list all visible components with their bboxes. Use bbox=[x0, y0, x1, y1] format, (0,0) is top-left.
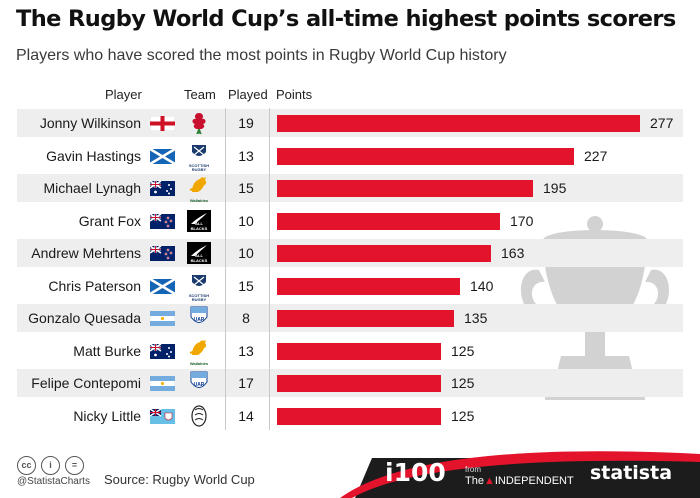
independent-logo: The▲INDEPENDENT bbox=[465, 475, 574, 487]
wallabies-text: Wallabies bbox=[189, 198, 209, 203]
team-logo-argentina-icon: UAR bbox=[186, 371, 212, 395]
flag-argentina-icon bbox=[150, 376, 175, 391]
played-count: 13 bbox=[238, 147, 254, 164]
played-count: 8 bbox=[242, 310, 250, 326]
played-count: 15 bbox=[238, 277, 254, 294]
wallabies-text: Wallabies bbox=[189, 360, 209, 366]
uar-text: UAR bbox=[194, 382, 205, 388]
team-logo-new-zealand-icon: ALL BLACKS bbox=[186, 241, 212, 265]
points-bar bbox=[277, 147, 574, 165]
points-bar bbox=[277, 245, 491, 262]
player-name: Matt Burke bbox=[73, 342, 141, 359]
points-bar bbox=[277, 342, 441, 360]
points-bar bbox=[277, 407, 441, 425]
all-blacks-text: ALL BLACKS bbox=[190, 220, 208, 231]
statista-logo: statista bbox=[590, 462, 673, 484]
team-logo-fiji-icon bbox=[186, 404, 212, 428]
points-value-label: 135 bbox=[464, 310, 488, 326]
flag-new-zealand-icon bbox=[150, 213, 175, 229]
scottish-rugby-text: SCOTTISH RUGBY bbox=[188, 162, 210, 172]
played-count: 13 bbox=[238, 342, 254, 359]
points-value-label: 227 bbox=[584, 147, 608, 164]
team-logo-scotland-icon: SCOTTISH RUGBY bbox=[186, 274, 212, 301]
played-count: 14 bbox=[238, 407, 254, 424]
played-count: 17 bbox=[238, 375, 254, 391]
flag-australia-icon bbox=[150, 343, 175, 359]
flag-fiji-icon bbox=[150, 408, 175, 424]
points-value-label: 125 bbox=[451, 342, 475, 359]
eagle-icon: ▲ bbox=[483, 475, 495, 487]
played-count: 10 bbox=[238, 245, 254, 261]
header-played: Played bbox=[228, 87, 268, 102]
player-name: Jonny Wilkinson bbox=[39, 115, 141, 131]
player-name: Chris Paterson bbox=[48, 277, 141, 294]
flag-argentina-icon bbox=[150, 311, 175, 326]
equals-icon: = bbox=[65, 456, 84, 475]
points-value-label: 140 bbox=[470, 277, 494, 294]
team-logo-new-zealand-icon: ALL BLACKS bbox=[186, 209, 212, 233]
points-bar bbox=[277, 375, 441, 392]
i100-logo: i100 bbox=[385, 458, 446, 487]
points-bar bbox=[277, 115, 640, 132]
scottish-rugby-text: SCOTTISH RUGBY bbox=[188, 292, 210, 302]
team-logo-argentina-icon: UAR bbox=[186, 306, 212, 330]
player-name: Gavin Hastings bbox=[46, 147, 141, 164]
cc-icon: cc bbox=[17, 456, 36, 475]
column-divider bbox=[225, 108, 226, 430]
chart-title: The Rugby World Cup’s all-time highest p… bbox=[16, 6, 676, 32]
played-count: 19 bbox=[238, 115, 254, 131]
points-value-label: 125 bbox=[451, 375, 475, 391]
header-player: Player bbox=[105, 87, 142, 102]
played-count: 10 bbox=[238, 212, 254, 229]
from-label: from bbox=[465, 465, 481, 474]
flag-england-icon bbox=[150, 116, 175, 131]
points-value-label: 125 bbox=[451, 407, 475, 424]
team-logo-australia-icon: Wallabies bbox=[186, 176, 212, 203]
player-name: Andrew Mehrtens bbox=[31, 245, 141, 261]
points-value-label: 195 bbox=[543, 180, 567, 196]
header-team: Team bbox=[184, 87, 216, 102]
source-text: Source: Rugby World Cup bbox=[104, 472, 255, 487]
points-value-label: 170 bbox=[510, 212, 534, 229]
all-blacks-text: ALL BLACKS bbox=[190, 253, 208, 263]
footer-banner bbox=[340, 451, 700, 498]
player-name: Michael Lynagh bbox=[43, 180, 141, 196]
points-value-label: 277 bbox=[650, 115, 674, 131]
flag-scotland-icon bbox=[150, 278, 175, 294]
chart-subtitle: Players who have scored the most points … bbox=[16, 47, 507, 64]
points-bar bbox=[277, 310, 454, 327]
team-logo-scotland-icon: SCOTTISH RUGBY bbox=[186, 144, 212, 171]
column-divider bbox=[269, 108, 270, 430]
team-logo-australia-icon: Wallabies bbox=[186, 339, 212, 366]
points-value-label: 163 bbox=[501, 245, 525, 261]
person-icon: i bbox=[41, 456, 60, 475]
player-name: Nicky Little bbox=[73, 407, 141, 424]
statista-handle: @StatistaCharts bbox=[17, 476, 90, 487]
player-name: Gonzalo Quesada bbox=[28, 310, 141, 326]
points-bar bbox=[277, 180, 533, 197]
independent-text: INDEPENDENT bbox=[494, 475, 574, 487]
uar-text: UAR bbox=[194, 317, 205, 323]
points-bar bbox=[277, 277, 460, 295]
played-count: 15 bbox=[238, 180, 254, 196]
flag-new-zealand-icon bbox=[150, 246, 175, 261]
team-logo-england-icon bbox=[186, 111, 212, 135]
flag-scotland-icon bbox=[150, 148, 175, 164]
header-points: Points bbox=[276, 87, 313, 102]
player-name: Grant Fox bbox=[78, 212, 141, 229]
player-name: Felipe Contepomi bbox=[31, 375, 141, 391]
the-text: The bbox=[465, 475, 484, 487]
flag-australia-icon bbox=[150, 181, 175, 196]
points-bar bbox=[277, 212, 500, 230]
